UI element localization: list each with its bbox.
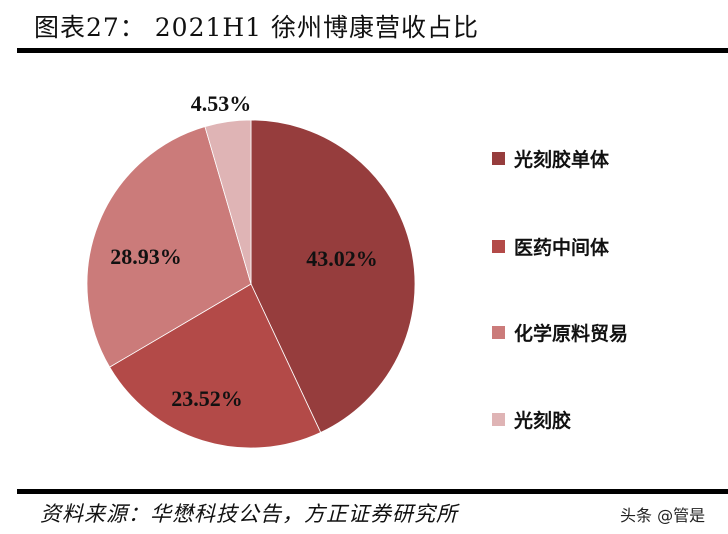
chart-title: 图表27： 2021H1 徐州博康营收占比: [34, 13, 480, 42]
legend-label: 光刻胶: [514, 410, 572, 432]
pie-slice: [204, 119, 252, 285]
title-divider: [17, 48, 728, 53]
legend-item-pharma-intermediate: 医药中间体: [492, 233, 609, 260]
pie-labels: 43.02% 23.52% 28.93% 4.53%: [110, 91, 378, 411]
legend-item-photoresist-monomer: 光刻胶单体: [492, 145, 609, 172]
slice-data-label: 28.93%: [110, 244, 182, 269]
legend-label: 医药中间体: [514, 237, 610, 259]
legend-swatch: [492, 152, 505, 165]
pie-slice: [109, 283, 322, 449]
pie-slice: [86, 126, 252, 368]
pie-slices: [86, 119, 416, 449]
legend-swatch: [492, 413, 505, 426]
legend-item-chemical-trade: 化学原料贸易: [492, 319, 628, 346]
slice-data-label: 23.52%: [171, 386, 243, 411]
watermark: 头条 @管是: [620, 506, 706, 525]
slice-data-label: 4.53%: [191, 91, 252, 116]
footer-divider: [17, 489, 728, 494]
source-note: 资料来源：华懋科技公告，方正证券研究所: [40, 502, 458, 526]
pie-slice: [250, 119, 416, 434]
legend-label: 化学原料贸易: [514, 323, 629, 345]
legend-label: 光刻胶单体: [514, 149, 610, 171]
legend-item-photoresist: 光刻胶: [492, 406, 571, 433]
slice-data-label: 43.02%: [306, 246, 378, 271]
legend-swatch: [492, 240, 505, 253]
legend-swatch: [492, 326, 505, 339]
